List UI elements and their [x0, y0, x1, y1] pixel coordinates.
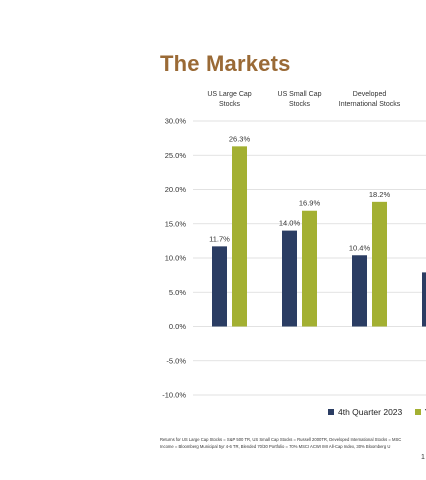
- category-label: Stocks: [219, 101, 241, 108]
- legend-swatch-series-2: [414, 409, 421, 415]
- legend-swatch-series-1: [328, 409, 334, 415]
- data-label: 14.0%: [279, 219, 301, 228]
- legend-label-series-1: 4th Quarter 2023: [338, 407, 403, 417]
- bar-series-2: [302, 210, 317, 327]
- y-tick-label: 15.0%: [165, 219, 187, 228]
- y-tick-label: 20.0%: [165, 185, 187, 194]
- data-label: 16.9%: [299, 199, 321, 208]
- y-tick-label: 10.0%: [165, 254, 187, 263]
- category-labels: US Large Cap Stocks US Small Cap Stocks Deve…: [207, 91, 401, 108]
- data-label: 26.3%: [229, 134, 251, 143]
- data-label: 10.4%: [349, 243, 371, 252]
- source-footnote: Returns for US Large Cap Stocks = S&P 50…: [160, 436, 401, 450]
- category-label: Developed: [353, 91, 387, 98]
- y-tick-label: -10.0%: [162, 391, 186, 400]
- y-tick-label: 25.0%: [165, 151, 187, 160]
- y-tick-label: 30.0%: [165, 117, 187, 126]
- page-title: The Markets: [160, 51, 291, 76]
- legend-label-series-2: Y: [425, 407, 426, 417]
- bar-series-2: [372, 201, 387, 327]
- bar-series-2: [232, 146, 247, 327]
- bars: [212, 146, 426, 327]
- footnote-line-1: Returns for US Large Cap Stocks = S&P 50…: [160, 437, 402, 442]
- y-axis-tick-labels: 30.0% 25.0% 20.0% 15.0% 10.0% 5.0% 0.0% -5.0% -1…: [162, 117, 186, 400]
- category-label: International Stocks: [339, 101, 401, 108]
- y-tick-label: 0.0%: [169, 322, 186, 331]
- bar-series-1: [422, 272, 426, 327]
- category-label: US Large Cap: [207, 91, 251, 98]
- data-label: 18.2%: [369, 190, 391, 199]
- footnote-line-2: Income = Bloomberg Municipal 5yr 4-6 TR,…: [160, 444, 391, 449]
- bar-series-1: [212, 246, 227, 327]
- y-tick-label: 5.0%: [169, 288, 186, 297]
- bar-series-1: [352, 255, 367, 327]
- data-labels: 11.7%14.0%10.4%726.3%16.9%18.2%: [209, 134, 391, 252]
- category-label: Stocks: [289, 101, 311, 108]
- page-number: 1: [421, 454, 425, 461]
- bar-series-1: [282, 230, 297, 327]
- legend-item-series-1: 4th Quarter 2023: [328, 407, 402, 417]
- chart-legend: 4th Quarter 2023 Y: [328, 407, 426, 417]
- data-label: 11.7%: [209, 234, 230, 243]
- y-tick-label: -5.0%: [166, 356, 186, 365]
- legend-item-series-2: Y: [414, 407, 426, 417]
- category-label: US Small Cap: [278, 91, 322, 98]
